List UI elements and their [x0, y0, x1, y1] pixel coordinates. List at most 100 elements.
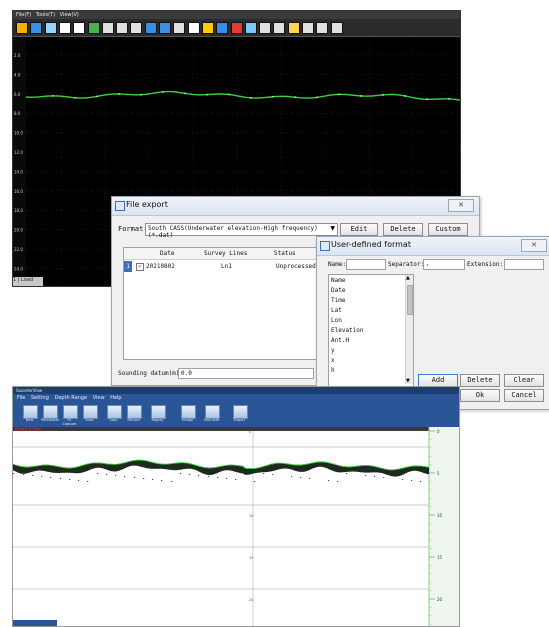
toolbar-export-button[interactable]: Export — [231, 404, 248, 423]
delete-field-button[interactable]: Delete — [460, 374, 500, 387]
sounding-point — [74, 96, 76, 99]
bottom-title: SounderView — [16, 388, 43, 393]
menu-view[interactable]: View — [92, 395, 105, 401]
clear-fields-button[interactable]: Clear — [504, 374, 544, 387]
list-item[interactable]: Time — [331, 297, 346, 304]
depth-tick-label: 2.0 — [14, 53, 21, 58]
open-file-icon[interactable] — [16, 22, 28, 34]
back-arrow-icon[interactable] — [144, 22, 157, 34]
custom-button[interactable]: Custom — [428, 223, 468, 236]
list-item[interactable]: Date — [331, 287, 346, 294]
row-line: Ln1 — [221, 263, 232, 270]
center-tick-label: 20 — [249, 598, 253, 602]
fit-icon[interactable] — [201, 22, 214, 34]
toolbar-parameter-button[interactable]: Parameter — [41, 404, 59, 423]
separator-input[interactable]: , — [423, 259, 465, 270]
cancel-button[interactable]: Cancel — [504, 389, 544, 402]
extension-input[interactable] — [504, 259, 544, 270]
separator-value: , — [426, 260, 430, 267]
chevron-down-icon[interactable]: ▼ — [406, 378, 410, 384]
chart-icon[interactable] — [73, 22, 86, 34]
bottom-echogram: Depth:2.50m0055101015152020 — [13, 427, 459, 626]
print-icon[interactable] — [116, 22, 129, 34]
list-scrollbar[interactable]: ▲ ▼ — [405, 275, 413, 384]
list-item[interactable]: Lat — [331, 307, 342, 314]
row-checkbox[interactable]: ✓ — [136, 263, 144, 271]
sounding-point — [118, 93, 120, 95]
grid-icon[interactable] — [244, 22, 257, 34]
seabed-trace — [13, 459, 430, 471]
ruler-icon[interactable] — [44, 22, 57, 34]
layers-icon[interactable] — [87, 22, 100, 34]
menu-depth-range[interactable]: Depth Range — [54, 395, 88, 401]
menu-help[interactable]: Help — [110, 395, 122, 401]
menu-tools[interactable]: Tools(T) — [35, 12, 56, 18]
table-row[interactable]: 1 ✓ 20210802 Ln1 Unprocessed — [124, 261, 318, 273]
image-icon[interactable] — [216, 22, 229, 34]
menu-setting[interactable]: Setting — [30, 395, 49, 401]
toolbar-simulate-button[interactable]: Simulate — [203, 404, 220, 423]
toolbar-label: Stop — [109, 418, 118, 422]
sounding-datum-input[interactable]: 0.0 — [178, 368, 314, 379]
menu-file[interactable]: File(F) — [16, 12, 32, 18]
list-item[interactable]: y — [331, 347, 335, 354]
info-icon[interactable] — [302, 22, 314, 34]
zoom-icon[interactable] — [173, 22, 186, 34]
status-tabs — [13, 620, 57, 626]
settings-icon[interactable] — [287, 22, 300, 34]
forward-arrow-icon[interactable] — [159, 22, 171, 34]
toolbar-start-button[interactable]: Start — [81, 404, 98, 423]
close-icon[interactable]: ✕ — [448, 199, 474, 212]
save-icon[interactable] — [101, 22, 114, 34]
sounding-point — [228, 93, 230, 96]
fields-list[interactable]: Name Date Time Lat Lon Elevation Ant.H y… — [328, 274, 414, 387]
sounding-point — [316, 96, 318, 99]
extension-label: Extension: — [467, 261, 504, 268]
list-item[interactable]: Elevation — [331, 327, 364, 334]
toolbar-label: New — [25, 418, 34, 422]
list-item[interactable]: Name — [331, 277, 346, 284]
edit-button[interactable]: Edit — [340, 223, 378, 236]
toolbar-new-button[interactable]: New — [21, 404, 38, 423]
play-icon[interactable] — [130, 22, 143, 34]
toolbar-record-button[interactable]: Record — [125, 404, 142, 423]
user-defined-format-dialog: User-defined format ✕ Name: Separator: ,… — [316, 236, 549, 410]
bars-icon[interactable] — [58, 22, 71, 34]
toolbar-stop-button[interactable]: Stop — [105, 404, 122, 423]
name-input[interactable] — [346, 259, 386, 270]
list-item[interactable]: Ant.H — [331, 337, 350, 344]
toolbar-image-button[interactable]: Image — [179, 404, 196, 423]
export-icon[interactable] — [259, 22, 272, 34]
toolbar-label: Replay — [151, 418, 164, 422]
depth-tick-label: 8.0 — [14, 111, 21, 116]
sounding-datum-value: 0.0 — [181, 370, 192, 377]
chevron-down-icon: ▼ — [330, 225, 335, 232]
window-icon[interactable] — [330, 22, 343, 34]
user-format-title: User-defined format — [331, 240, 411, 249]
toolbar-rt-capture-button[interactable]: RT Capture — [61, 404, 78, 426]
toolbar-replay-button[interactable]: Replay — [149, 404, 166, 423]
zoom-out-icon[interactable] — [187, 22, 200, 34]
sounding-point — [338, 93, 340, 96]
sounding-point — [272, 95, 274, 98]
depth-tick-label: 12.0 — [14, 150, 23, 155]
close-icon[interactable]: ✕ — [521, 239, 547, 252]
menu-file[interactable]: File — [17, 395, 26, 401]
chevron-up-icon[interactable]: ▲ — [406, 275, 410, 281]
scroll-thumb[interactable] — [407, 285, 413, 315]
refresh-icon[interactable] — [273, 22, 286, 34]
list-item[interactable]: x — [331, 357, 335, 364]
list-item[interactable]: Lon — [331, 317, 342, 324]
format-label: Format: — [118, 225, 148, 233]
delete-icon[interactable] — [230, 22, 243, 34]
table-header: Date Survey Lines Status — [124, 248, 318, 260]
top-menu-bar: File(F) Tools(T) View(V) — [13, 11, 460, 19]
square-icon[interactable] — [316, 22, 329, 34]
ok-button[interactable]: Ok — [460, 389, 500, 402]
list-item[interactable]: h — [331, 367, 335, 374]
format-select[interactable]: South CASS(Underwater elevation-High fre… — [145, 223, 338, 239]
delete-format-button[interactable]: Delete — [383, 223, 423, 236]
new-file-icon[interactable] — [30, 22, 43, 34]
menu-view[interactable]: View(V) — [59, 12, 79, 18]
col-survey-lines: Survey Lines — [204, 250, 248, 257]
